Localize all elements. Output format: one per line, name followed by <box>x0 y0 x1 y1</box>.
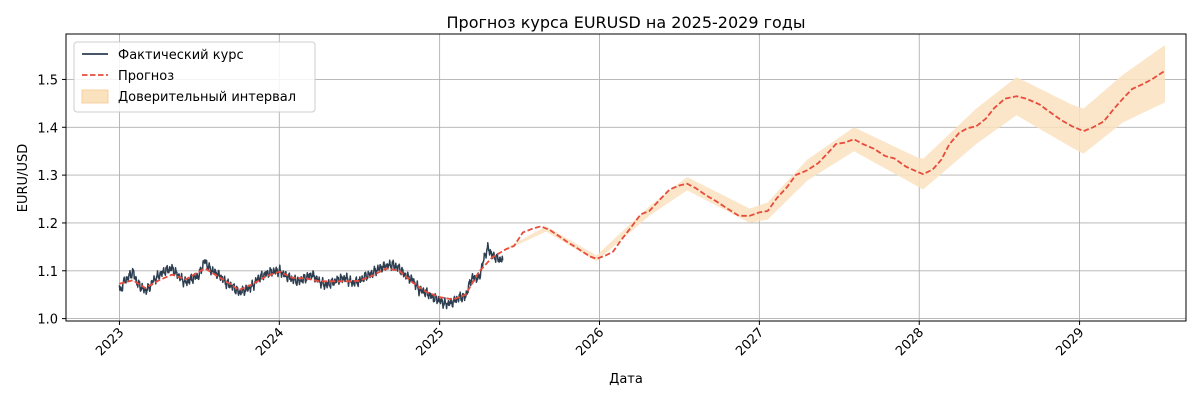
y-tick-label: 1.2 <box>37 217 58 232</box>
series-layer <box>118 70 1166 310</box>
x-axis-label: Дата <box>609 372 643 387</box>
y-tick-label: 1.4 <box>37 121 58 136</box>
y-axis-ticks: 1.0 1.1 1.2 1.3 1.4 1.5 <box>37 73 66 328</box>
x-tick-label: 2025 <box>413 325 447 359</box>
x-tick-label: 2024 <box>253 325 287 359</box>
legend-box <box>73 41 316 113</box>
series-band-confidence <box>505 45 1165 262</box>
legend-label: Прогноз <box>118 69 174 84</box>
x-tick-label: 2023 <box>93 325 127 359</box>
x-tick-label: 2027 <box>733 325 767 359</box>
series-line-actual <box>118 242 504 310</box>
legend-swatch-band <box>81 89 109 104</box>
series-line-forecast <box>119 70 1166 301</box>
x-tick-label: 2029 <box>1053 325 1087 359</box>
y-axis-label: EURU/USD <box>16 144 31 212</box>
x-tick-label: 2026 <box>573 325 607 359</box>
y-tick-label: 1.3 <box>37 169 58 184</box>
x-tick-label: 2028 <box>893 325 927 359</box>
plot-frame <box>65 33 1187 322</box>
x-axis-ticks: 2023 2024 2025 2026 2027 2028 2029 <box>93 321 1087 359</box>
confidence-band-layer <box>505 45 1165 262</box>
y-tick-label: 1.1 <box>37 265 58 280</box>
legend-label: Фактический курс <box>118 48 244 63</box>
chart-title: Прогноз курса EURUSD на 2025-2029 годы <box>447 13 806 32</box>
y-tick-label: 1.0 <box>37 313 58 328</box>
legend-label: Доверительный интервал <box>118 90 296 105</box>
y-tick-label: 1.5 <box>37 73 58 88</box>
legend: Фактический курс Прогноз Доверительный инт… <box>73 41 316 113</box>
